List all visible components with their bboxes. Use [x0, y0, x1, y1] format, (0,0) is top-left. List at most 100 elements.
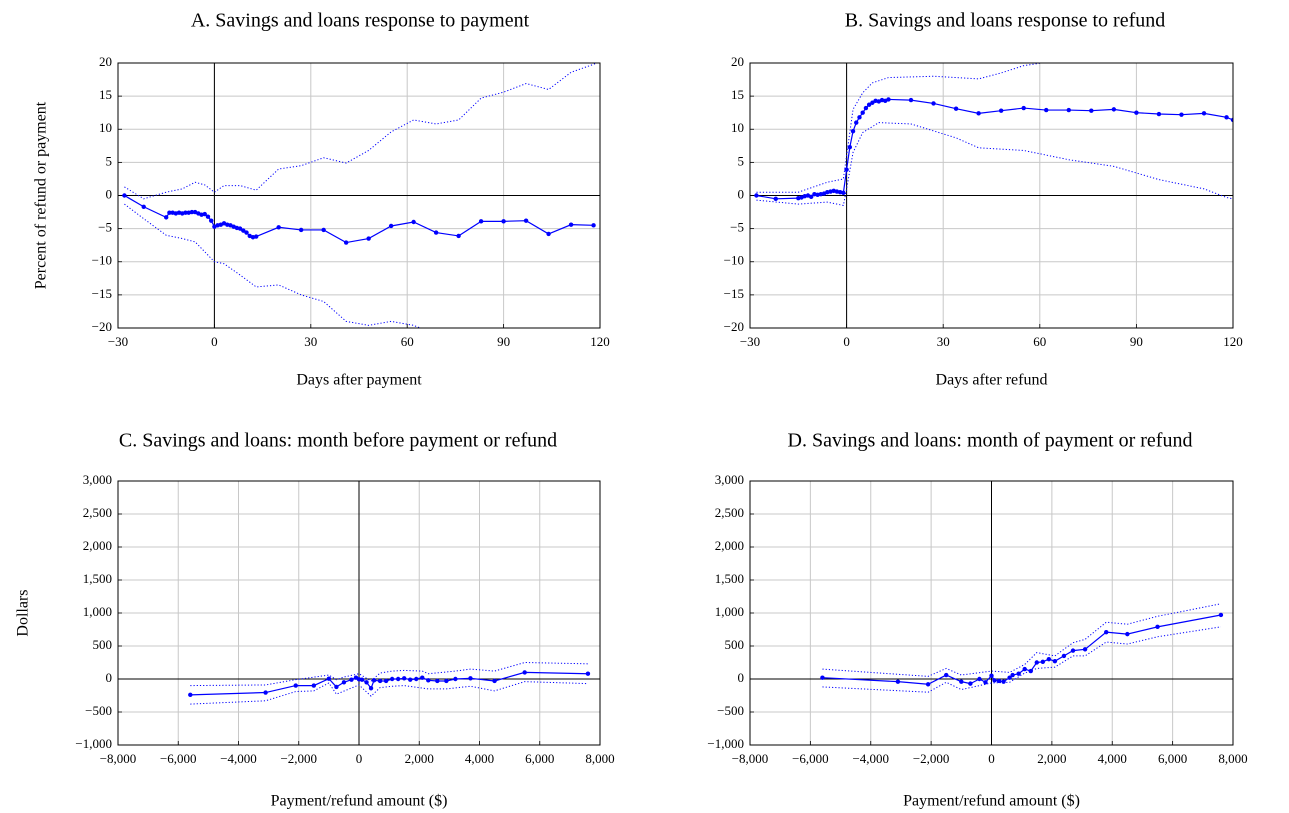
- x-tick-label: −2,000: [913, 751, 950, 766]
- x-tick-label: 0: [988, 751, 995, 766]
- data-point: [167, 210, 172, 215]
- data-point: [983, 680, 988, 685]
- y-tick-label: 5: [106, 153, 113, 168]
- y-axis-label: Dollars: [15, 589, 32, 636]
- x-tick-label: 8,000: [585, 751, 614, 766]
- data-point: [420, 675, 425, 680]
- data-point: [371, 678, 377, 683]
- data-point: [1034, 660, 1039, 665]
- data-point: [237, 226, 243, 231]
- data-point: [992, 678, 997, 683]
- data-point: [886, 97, 891, 102]
- y-tick-label: 1,000: [83, 604, 112, 619]
- data-point: [976, 111, 981, 116]
- x-tick-label: 2,000: [405, 751, 434, 766]
- y-tick-label: 1,500: [715, 571, 744, 586]
- y-tick-label: 500: [93, 637, 113, 652]
- data-point: [895, 679, 901, 684]
- x-axis-label: Days after refund: [936, 372, 1048, 389]
- data-point: [773, 196, 778, 202]
- data-point: [1061, 653, 1067, 659]
- data-point: [298, 227, 304, 233]
- x-tick-label: −8,000: [100, 751, 137, 766]
- data-point: [311, 683, 317, 688]
- data-point: [366, 236, 371, 241]
- x-tick-label: 2,000: [1037, 751, 1066, 766]
- data-point: [456, 233, 461, 239]
- estimate-line: [756, 98, 1233, 200]
- x-tick-label: 60: [1033, 334, 1046, 349]
- y-tick-label: −10: [92, 253, 112, 268]
- y-tick-label: 10: [99, 120, 112, 135]
- data-point: [501, 219, 506, 224]
- band-line: [124, 203, 422, 328]
- y-tick-label: −15: [92, 286, 112, 301]
- data-point: [388, 223, 394, 229]
- y-tick-label: −500: [85, 703, 112, 718]
- data-point: [444, 678, 449, 684]
- data-point: [435, 678, 440, 684]
- x-tick-label: −30: [740, 334, 760, 349]
- panel: D. Savings and loans: month of payment o…: [707, 430, 1247, 810]
- data-point: [1156, 111, 1162, 117]
- plot-area: [754, 63, 1233, 207]
- y-tick-label: −5: [730, 220, 744, 235]
- data-point: [478, 219, 484, 224]
- data-point: [908, 97, 914, 103]
- y-tick-label: 2,000: [83, 538, 112, 553]
- plot-frame: [749, 480, 1234, 746]
- data-point: [968, 681, 973, 686]
- data-point: [546, 231, 551, 237]
- data-point: [326, 676, 332, 681]
- data-point: [383, 678, 389, 684]
- data-point: [959, 679, 964, 684]
- data-point: [925, 682, 931, 687]
- data-point: [1066, 107, 1071, 113]
- data-point: [996, 678, 1002, 684]
- band-line: [756, 63, 1046, 193]
- data-point: [141, 204, 146, 209]
- data-point: [1040, 659, 1046, 665]
- y-tick-label: −20: [724, 319, 744, 334]
- data-point: [389, 676, 395, 682]
- plot-frame: [117, 62, 601, 329]
- y-tick-label: −1,000: [75, 736, 112, 751]
- data-point: [321, 227, 326, 233]
- data-point: [1001, 679, 1006, 684]
- y-tick-label: 10: [731, 120, 744, 135]
- y-tick-label: −20: [92, 319, 112, 334]
- data-point: [411, 219, 416, 225]
- data-point: [754, 193, 759, 198]
- x-tick-label: 120: [590, 334, 610, 349]
- y-tick-label: 0: [106, 670, 113, 685]
- x-tick-label: 120: [1223, 334, 1243, 349]
- data-point: [395, 676, 401, 682]
- data-point: [850, 129, 856, 134]
- data-point: [426, 678, 431, 683]
- data-point: [208, 218, 214, 223]
- y-tick-label: 0: [738, 670, 745, 685]
- y-tick-label: 20: [731, 54, 744, 69]
- data-point: [359, 677, 365, 682]
- band-line: [822, 603, 1222, 677]
- data-point: [1046, 657, 1052, 662]
- panel-title: D. Savings and loans: month of payment o…: [788, 430, 1193, 452]
- data-point: [1201, 111, 1207, 116]
- data-point: [188, 692, 193, 698]
- x-tick-label: 30: [937, 334, 950, 349]
- data-point: [841, 190, 846, 196]
- data-point: [1104, 629, 1109, 635]
- data-point: [1052, 658, 1058, 664]
- data-point: [1134, 110, 1139, 115]
- data-point: [334, 684, 339, 690]
- x-tick-label: 0: [843, 334, 850, 349]
- panel-title: A. Savings and loans response to payment: [191, 10, 530, 32]
- x-tick-label: 8,000: [1218, 751, 1247, 766]
- data-point: [953, 106, 959, 111]
- data-point: [585, 671, 591, 676]
- data-point: [241, 228, 246, 233]
- x-tick-label: 30: [304, 334, 317, 349]
- data-point: [820, 675, 825, 680]
- y-tick-label: 1,000: [715, 604, 744, 619]
